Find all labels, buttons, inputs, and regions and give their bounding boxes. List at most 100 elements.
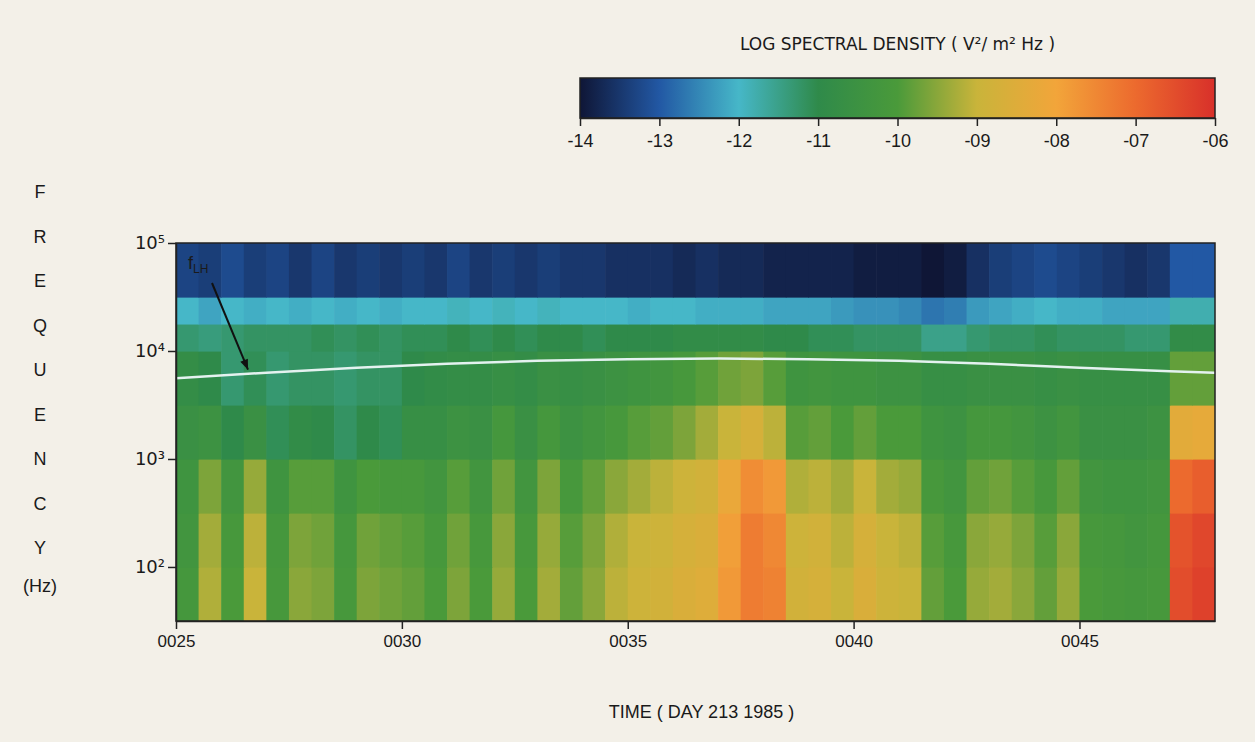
cell [424, 243, 447, 298]
cell [763, 459, 786, 514]
cell [244, 405, 267, 460]
cell [515, 405, 538, 460]
x-axis: 00250030003500400045 [158, 621, 1216, 651]
cell [583, 324, 606, 352]
cell [696, 459, 719, 514]
cell [447, 567, 470, 621]
cell [1079, 405, 1102, 460]
cell [854, 324, 877, 352]
cell [470, 567, 493, 621]
cell [1192, 243, 1215, 298]
cell [831, 513, 854, 568]
colorbar-tick-label: -08 [1044, 131, 1070, 151]
cell [967, 513, 990, 568]
cell [763, 297, 786, 325]
cell [424, 513, 447, 568]
cell [379, 324, 402, 352]
cell [1125, 351, 1148, 406]
colorbar-tick-mark [1135, 118, 1137, 126]
cell [537, 513, 560, 568]
cell [402, 243, 425, 298]
cell [560, 459, 583, 514]
x-tick: 0035 [609, 621, 647, 651]
cell [1012, 405, 1035, 460]
cell [583, 243, 606, 298]
cell [1012, 297, 1035, 325]
cell [1012, 324, 1035, 352]
cell [1057, 567, 1080, 621]
cell [899, 459, 922, 514]
cell [176, 459, 199, 514]
cell [808, 567, 831, 621]
y-tick-mark [168, 459, 176, 461]
cell [424, 405, 447, 460]
cell [312, 459, 335, 514]
cell [1147, 459, 1170, 514]
cell [221, 324, 244, 352]
cell [628, 513, 651, 568]
colorbar-tick-mark [739, 118, 741, 126]
cell [989, 567, 1012, 621]
series-label-arrow [212, 283, 248, 370]
x-tick-label: 0025 [158, 632, 196, 651]
colorbar-tick-label: -06 [1202, 131, 1228, 151]
cell [424, 324, 447, 352]
cell [718, 243, 741, 298]
cell [244, 459, 267, 514]
colorbar [580, 78, 1215, 118]
cell [1170, 405, 1193, 460]
cell [447, 513, 470, 568]
cell [605, 405, 628, 460]
cell [492, 459, 515, 514]
cell [967, 297, 990, 325]
cell [199, 297, 222, 325]
cell [379, 513, 402, 568]
cell [1102, 513, 1125, 568]
cell [876, 297, 899, 325]
cell [899, 324, 922, 352]
cell [989, 513, 1012, 568]
cell [650, 405, 673, 460]
y-tick-mark [168, 243, 176, 245]
cell [1034, 324, 1057, 352]
y-tick: 10³ [135, 448, 176, 469]
cell [334, 405, 357, 460]
cell [1147, 243, 1170, 298]
cell [492, 297, 515, 325]
cell [537, 567, 560, 621]
cell [1057, 405, 1080, 460]
cell [673, 405, 696, 460]
y-tick: 10⁴ [135, 340, 176, 361]
cell [741, 324, 764, 352]
cell [492, 324, 515, 352]
y-tick-label: 10² [135, 556, 165, 577]
cell [831, 459, 854, 514]
series-line [176, 359, 1215, 379]
cell [1170, 243, 1193, 298]
cell [537, 324, 560, 352]
cell [854, 243, 877, 298]
cell [967, 405, 990, 460]
colorbar-tick-label: -10 [885, 131, 911, 151]
cell [786, 513, 809, 568]
cell [921, 405, 944, 460]
cell [628, 567, 651, 621]
cell [560, 405, 583, 460]
cell [289, 459, 312, 514]
cell [560, 324, 583, 352]
cell [718, 297, 741, 325]
cell [899, 297, 922, 325]
cell [989, 405, 1012, 460]
cell [312, 324, 335, 352]
cell [244, 513, 267, 568]
cell [899, 405, 922, 460]
cell [808, 405, 831, 460]
cell [199, 459, 222, 514]
cell [967, 324, 990, 352]
cell [334, 513, 357, 568]
cell [402, 405, 425, 460]
cell [379, 297, 402, 325]
cell [447, 243, 470, 298]
cell [379, 243, 402, 298]
cell [176, 513, 199, 568]
